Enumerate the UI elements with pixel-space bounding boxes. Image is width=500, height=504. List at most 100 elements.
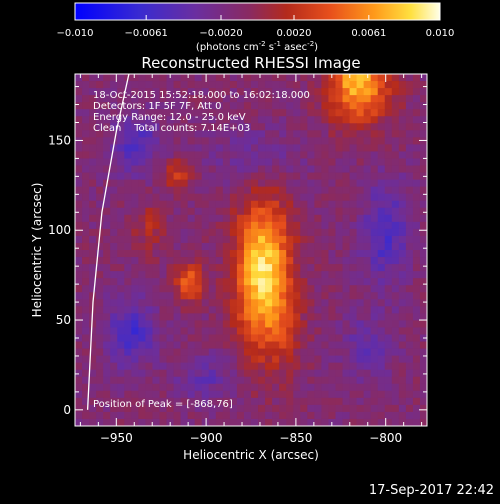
heatmap-cell [180, 404, 189, 413]
heatmap-cell [314, 404, 322, 413]
heatmap-cell [201, 235, 210, 244]
heatmap-cell [307, 179, 315, 188]
heatmap-cell [370, 299, 379, 307]
heatmap-cell [342, 235, 350, 244]
heatmap-cell [286, 341, 294, 349]
heatmap-cell [307, 165, 315, 173]
heatmap-cell [398, 214, 407, 223]
heatmap-cell [103, 278, 111, 286]
heatmap-cell [96, 109, 104, 117]
heatmap-cell [391, 179, 400, 188]
heatmap-cell [363, 221, 372, 230]
heatmap-cell [215, 158, 224, 166]
heatmap-cell [243, 102, 252, 110]
heatmap-cell [370, 404, 379, 413]
heatmap-cell [145, 285, 153, 293]
heatmap-cell [307, 200, 315, 209]
heatmap-cell [180, 123, 189, 131]
heatmap-cell [89, 172, 97, 180]
heatmap-cell [251, 200, 259, 209]
heatmap-cell [286, 214, 294, 223]
heatmap-cell [75, 299, 83, 307]
heatmap-cell [307, 278, 315, 286]
heatmap-cell [293, 411, 301, 420]
heatmap-cell [187, 81, 196, 89]
heatmap-cell [103, 369, 111, 378]
heatmap-cell [194, 313, 203, 321]
heatmap-cell [96, 123, 104, 131]
heatmap-cell [131, 123, 139, 131]
heatmap-cell [243, 362, 252, 371]
heatmap-cell [349, 348, 357, 356]
heatmap-cell [307, 235, 315, 244]
heatmap-cell [300, 397, 308, 406]
heatmap-cell [194, 285, 203, 293]
heatmap-cell [89, 200, 97, 209]
heatmap-cell [377, 341, 386, 349]
heatmap-cell [349, 207, 357, 216]
heatmap-cell [117, 165, 125, 173]
heatmap-cell [96, 320, 104, 328]
heatmap-cell [131, 320, 139, 328]
heatmap-cell [412, 221, 421, 230]
heatmap-cell [272, 313, 280, 321]
heatmap-cell [293, 306, 301, 314]
heatmap-cell [229, 285, 238, 293]
heatmap-cell [208, 172, 217, 180]
heatmap-cell [398, 257, 407, 265]
heatmap-cell [265, 292, 273, 300]
heatmap-cell [391, 348, 400, 356]
heatmap-cell [229, 158, 238, 166]
heatmap-cell [82, 207, 90, 216]
heatmap-cell [307, 376, 315, 385]
heatmap-cell [356, 327, 365, 335]
heatmap-cell [222, 130, 231, 138]
heatmap-cell [96, 81, 104, 89]
heatmap-cell [131, 313, 139, 321]
heatmap-cell [187, 320, 196, 328]
heatmap-cell [187, 221, 196, 230]
heatmap-cell [173, 193, 181, 202]
heatmap-cell [173, 306, 181, 314]
heatmap-cell [173, 264, 181, 272]
heatmap-cell [258, 116, 266, 124]
heatmap-cell [314, 369, 322, 378]
heatmap-cell [215, 165, 224, 173]
heatmap-cell [405, 383, 414, 392]
heatmap-cell [321, 355, 329, 364]
heatmap-cell [166, 341, 174, 349]
heatmap-cell [96, 292, 104, 300]
heatmap-cell [307, 109, 315, 117]
heatmap-cell [117, 355, 125, 364]
heatmap-cell [222, 299, 231, 307]
heatmap-cell [173, 172, 181, 180]
heatmap-cell [152, 299, 160, 307]
heatmap-cell [286, 369, 294, 378]
heatmap-cell [258, 151, 266, 159]
heatmap-cell [377, 74, 386, 82]
heatmap-cell [229, 278, 238, 286]
heatmap-cell [194, 151, 203, 159]
heatmap-cell [82, 355, 90, 364]
heatmap-cell [131, 411, 139, 420]
heatmap-cell [265, 158, 273, 166]
heatmap-cell [251, 292, 259, 300]
heatmap-cell [110, 228, 118, 237]
heatmap-cell [307, 341, 315, 349]
heatmap-cell [314, 186, 322, 195]
heatmap-cell [194, 355, 203, 364]
heatmap-cell [236, 186, 245, 195]
heatmap-cell [173, 214, 181, 223]
heatmap-cell [180, 214, 189, 223]
heatmap-cell [356, 228, 365, 237]
heatmap-cell [356, 193, 365, 202]
heatmap-cell [251, 151, 259, 159]
heatmap-cell [236, 257, 245, 265]
heatmap-cell [279, 341, 287, 349]
heatmap-cell [117, 81, 125, 89]
heatmap-cell [117, 376, 125, 385]
heatmap-cell [145, 172, 153, 180]
heatmap-cell [314, 271, 322, 279]
heatmap-cell [419, 151, 427, 159]
heatmap-cell [258, 250, 266, 258]
